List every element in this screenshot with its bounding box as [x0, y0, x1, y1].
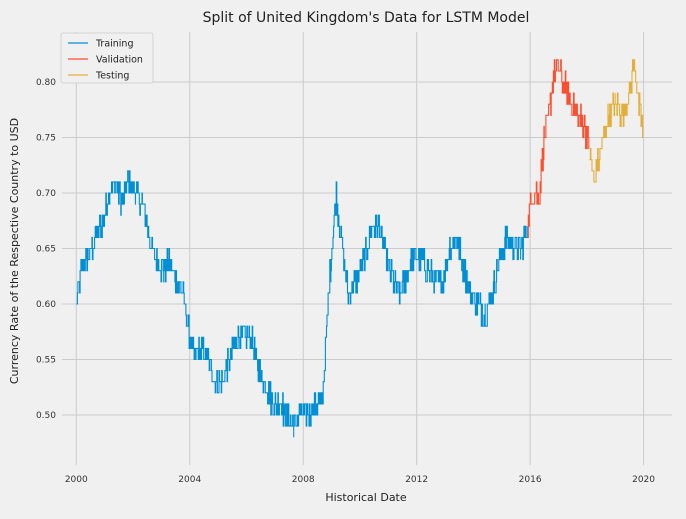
legend-box [60, 32, 154, 84]
x-tick-label: 2016 [519, 475, 542, 485]
y-tick-label: 0.60 [36, 300, 56, 310]
chart-title: Split of United Kingdom's Data for LSTM … [203, 10, 530, 26]
y-tick-label: 0.75 [36, 133, 56, 143]
series-line-training [76, 170, 529, 438]
y-axis-label: Currency Rate of the Respective Country … [8, 118, 21, 384]
legend: Training Validation Testing [60, 32, 154, 84]
series-line-validation [527, 59, 590, 238]
legend-label: Validation [96, 55, 143, 66]
tick-labels: 0.50 0.55 0.60 0.65 0.70 0.75 0.80 2000 2004 2008… [36, 78, 655, 485]
x-tick-label: 2020 [632, 475, 655, 485]
grid-lines [62, 32, 672, 465]
y-tick-label: 0.55 [36, 356, 56, 366]
y-tick-label: 0.70 [36, 189, 56, 199]
series-lines [76, 59, 644, 438]
legend-label: Training [95, 39, 134, 50]
x-tick-label: 2008 [292, 475, 315, 485]
y-tick-label: 0.65 [36, 245, 56, 255]
x-tick-label: 2000 [65, 475, 88, 485]
series-line-testing [589, 59, 644, 183]
x-tick-label: 2012 [405, 475, 428, 485]
y-tick-label: 0.80 [36, 78, 56, 88]
legend-label: Testing [95, 71, 129, 82]
y-tick-label: 0.50 [36, 411, 56, 421]
x-tick-label: 2004 [178, 475, 201, 485]
x-axis-label: Historical Date [325, 491, 407, 504]
legend-items: Training Validation Testing [68, 39, 143, 82]
